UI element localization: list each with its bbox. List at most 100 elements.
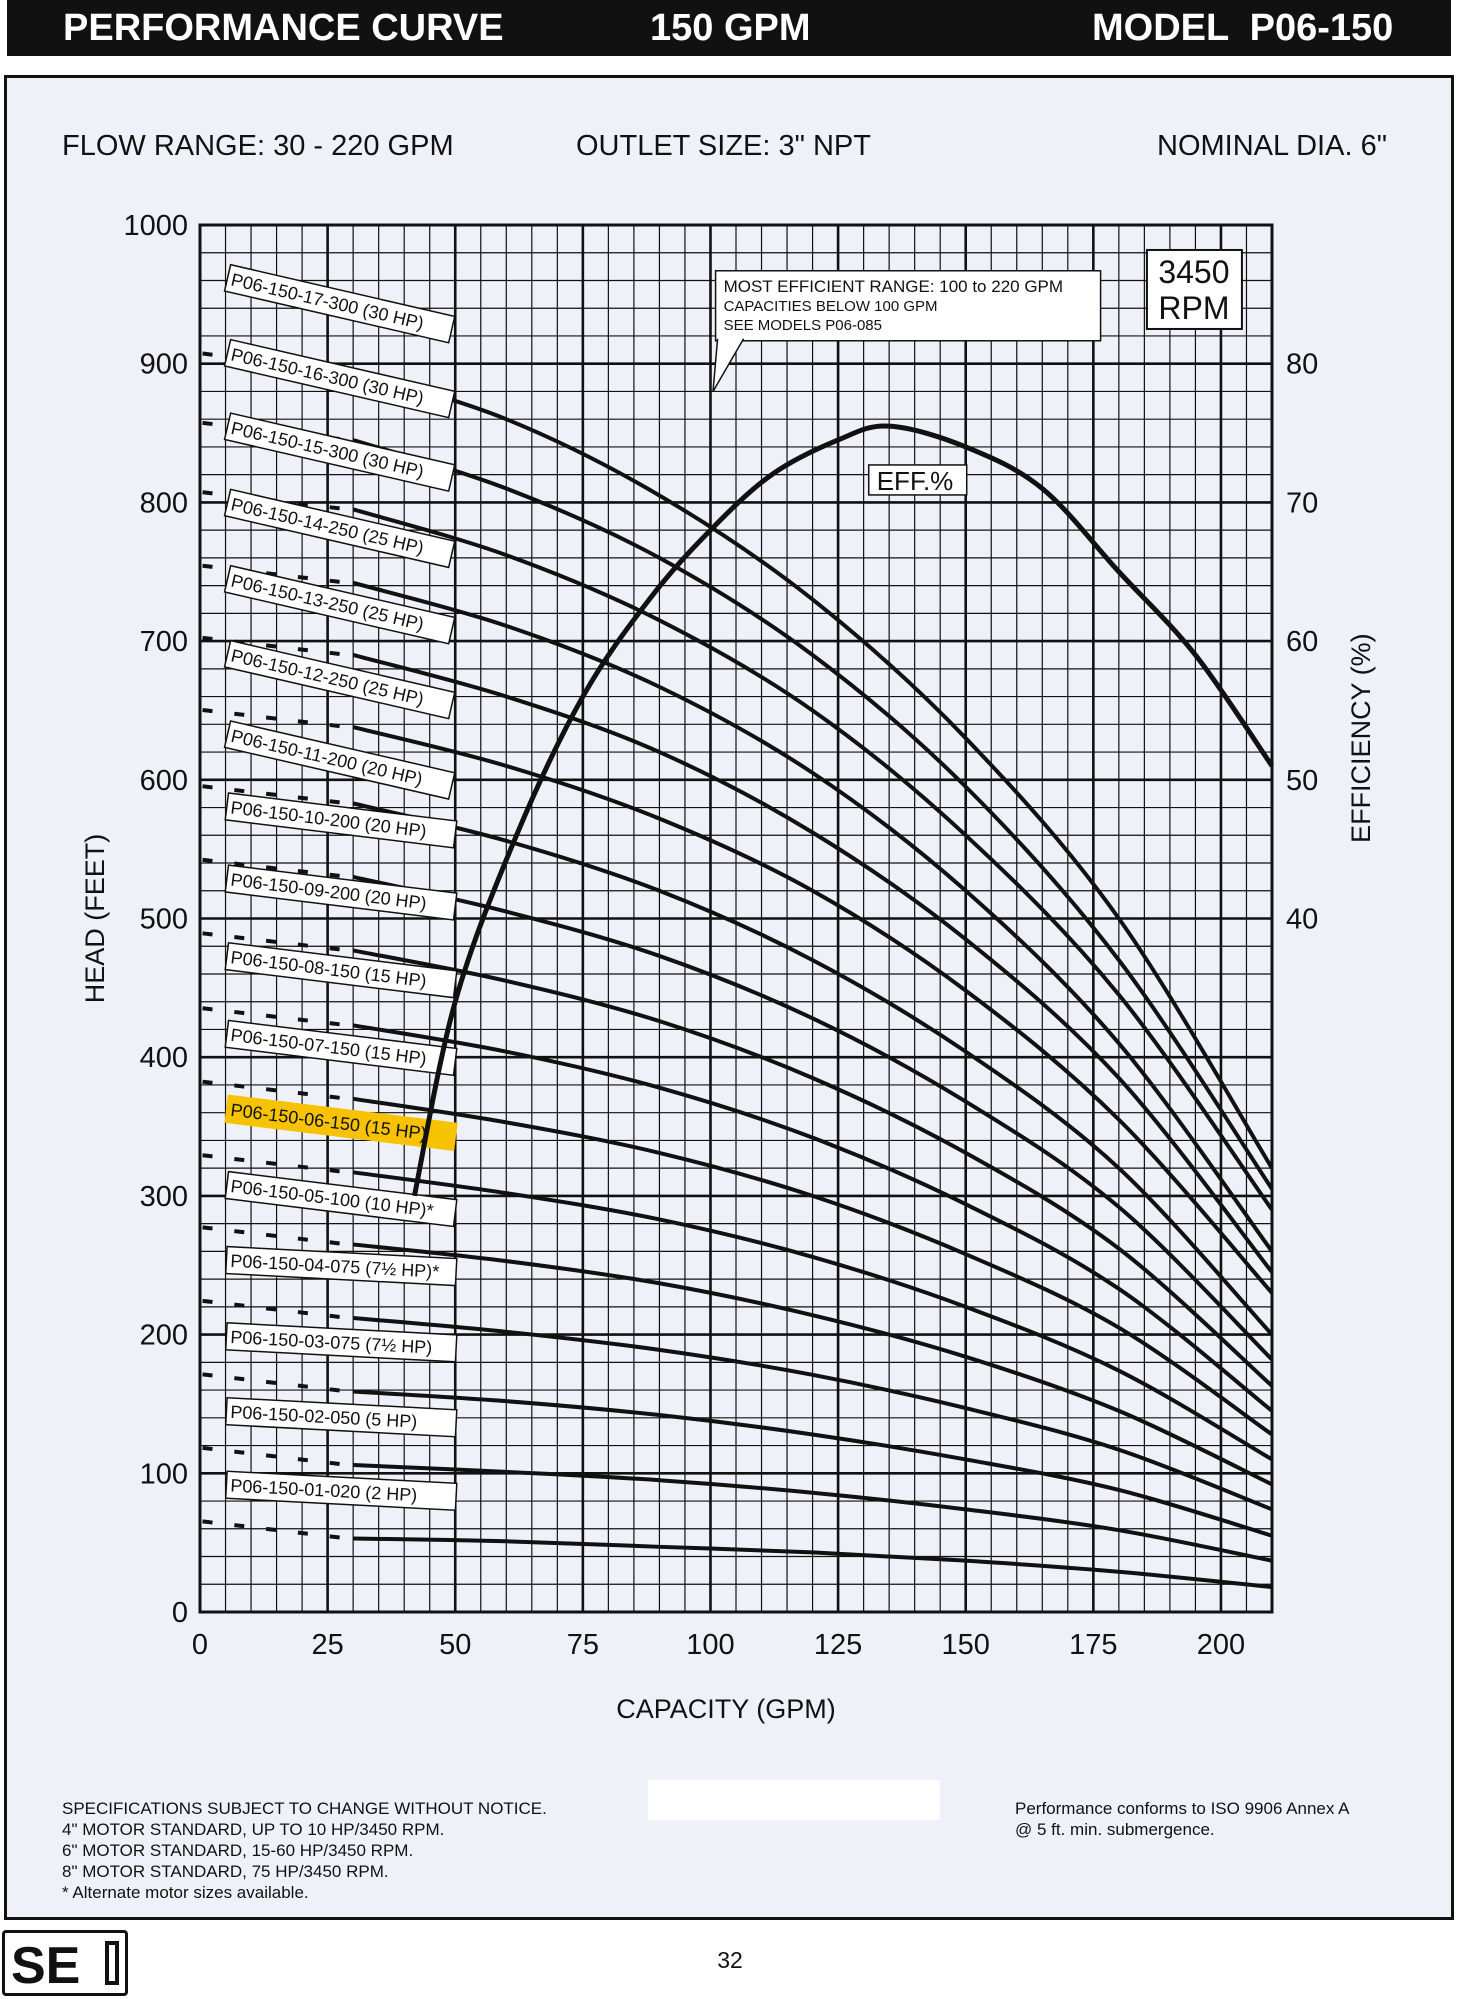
pump-curve-lead-in bbox=[202, 857, 349, 879]
pump-curve bbox=[352, 653, 1274, 1274]
pump-curve bbox=[352, 580, 1274, 1253]
pump-curve-lead-in bbox=[202, 1372, 349, 1394]
pump-curve-lead-in bbox=[202, 1445, 349, 1467]
curve-label-tag: P06-150-03-075 (7½ HP) bbox=[224, 1322, 458, 1363]
pump-curve bbox=[352, 507, 1274, 1211]
efficiency-note-line: SEE MODELS P06-085 bbox=[724, 317, 882, 334]
flow-rating: 150 GPM bbox=[650, 7, 811, 49]
efficiency-curve bbox=[411, 423, 1275, 1197]
y-tick-label: 100 bbox=[140, 1458, 188, 1490]
pump-curve-lead-in bbox=[202, 635, 349, 657]
pump-curve bbox=[352, 1315, 1273, 1512]
y-tick-label: 500 bbox=[140, 904, 188, 936]
curve-label-box bbox=[224, 1019, 458, 1077]
x-axis-title: CAPACITY (GPM) bbox=[616, 1694, 836, 1724]
outlet-size: OUTLET SIZE: 3" NPT bbox=[576, 130, 871, 162]
blank-box bbox=[648, 1780, 940, 1820]
y-tick-label: 1000 bbox=[123, 210, 188, 242]
sei-logo-mark: SE bbox=[11, 1937, 119, 1995]
pump-curve-lead-in bbox=[202, 1298, 349, 1320]
curve-label-box bbox=[223, 639, 456, 720]
curve-label-box bbox=[224, 864, 458, 921]
curve-label-box bbox=[224, 1094, 458, 1152]
flow-range: FLOW RANGE: 30 - 220 GPM bbox=[62, 130, 454, 162]
model-number: MODEL P06-150 bbox=[1092, 7, 1394, 49]
x-tick-label: 0 bbox=[192, 1629, 208, 1661]
y2-tick-label: 60 bbox=[1286, 626, 1318, 658]
curve-label-box bbox=[224, 1245, 458, 1287]
pump-curve-lead-in bbox=[202, 784, 349, 806]
logo-text: SE bbox=[11, 1937, 80, 1993]
x-tick-label: 50 bbox=[439, 1629, 471, 1661]
x-tick-label: 150 bbox=[942, 1629, 990, 1661]
speed-box-line: RPM bbox=[1158, 290, 1229, 326]
y2-axis-title: EFFICIENCY (%) bbox=[1346, 633, 1376, 843]
curve-label-box bbox=[223, 488, 456, 569]
pump-curve bbox=[352, 438, 1274, 1191]
pump-curve bbox=[352, 948, 1274, 1388]
y2-tick-label: 70 bbox=[1286, 487, 1318, 519]
curve-label-box bbox=[224, 792, 458, 849]
curve-label-tag: P06-150-02-050 (5 HP) bbox=[224, 1396, 458, 1438]
spec-notes: SPECIFICATIONS SUBJECT TO CHANGE WITHOUT… bbox=[62, 1798, 547, 1903]
curve-label-box bbox=[223, 338, 456, 419]
pump-curve bbox=[352, 874, 1274, 1361]
pump-curve bbox=[353, 1536, 1273, 1590]
x-tick-label: 125 bbox=[814, 1629, 862, 1661]
pump-curve bbox=[352, 1170, 1274, 1462]
logo-bar-inner bbox=[109, 1945, 115, 1981]
page-number: 32 bbox=[717, 1947, 743, 1973]
y-tick-label: 200 bbox=[140, 1320, 188, 1352]
spec-line: 6" MOTOR STANDARD, 15-60 HP/3450 RPM. bbox=[62, 1841, 414, 1860]
y-tick-label: 0 bbox=[172, 1597, 188, 1629]
x-tick-label: 175 bbox=[1069, 1629, 1117, 1661]
pump-curve-lead-in bbox=[202, 931, 349, 953]
x-tick-label: 75 bbox=[567, 1629, 599, 1661]
curve-label-box bbox=[224, 1396, 458, 1438]
curve-label-box bbox=[224, 1170, 458, 1228]
iso-line: @ 5 ft. min. submergence. bbox=[1015, 1820, 1215, 1839]
pump-curve bbox=[352, 801, 1274, 1336]
spec-line: * Alternate motor sizes available. bbox=[62, 1883, 309, 1902]
efficiency-note-box bbox=[714, 270, 1102, 342]
pump-curve-lead-in bbox=[202, 1225, 349, 1247]
spec-line: SPECIFICATIONS SUBJECT TO CHANGE WITHOUT… bbox=[62, 1799, 547, 1818]
curve-label-box bbox=[223, 263, 456, 344]
pump-curve-lead-in bbox=[202, 1006, 349, 1028]
speed-box-line: 3450 bbox=[1158, 254, 1229, 290]
pump-curve bbox=[352, 1096, 1274, 1437]
y-tick-label: 900 bbox=[140, 349, 188, 381]
spec-line: 8" MOTOR STANDARD, 75 HP/3450 RPM. bbox=[62, 1862, 389, 1881]
pump-curve-lead-in bbox=[202, 1079, 349, 1101]
efficiency-label-box bbox=[867, 464, 968, 496]
curve-label-box bbox=[223, 412, 456, 493]
iso-notes: Performance conforms to ISO 9906 Annex A… bbox=[1015, 1798, 1350, 1840]
pump-curve-lead-in bbox=[202, 563, 349, 585]
pump-curve bbox=[352, 1023, 1274, 1413]
x-tick-label: 200 bbox=[1197, 1629, 1245, 1661]
curve-label-box bbox=[223, 720, 456, 800]
y2-tick-label: 80 bbox=[1286, 349, 1318, 381]
pump-curve bbox=[353, 1462, 1273, 1563]
efficiency-label: EFF.% bbox=[877, 466, 954, 496]
y2-tick-label: 40 bbox=[1286, 904, 1318, 936]
x-tick-label: 25 bbox=[311, 1629, 343, 1661]
curve-label-box bbox=[224, 941, 458, 999]
pump-curve-lead-in bbox=[202, 708, 349, 730]
efficiency-note-pointer bbox=[712, 338, 745, 392]
page-title: PERFORMANCE CURVE bbox=[63, 7, 504, 49]
curve-label-box bbox=[223, 564, 456, 645]
iso-line: Performance conforms to ISO 9906 Annex A bbox=[1015, 1799, 1350, 1818]
sei-logo: SE bbox=[2, 1930, 128, 1996]
curve-label-box bbox=[224, 1322, 458, 1363]
x-tick-label: 100 bbox=[686, 1629, 734, 1661]
pump-curve bbox=[352, 368, 1274, 1170]
pump-curve bbox=[353, 1389, 1273, 1538]
y-tick-label: 300 bbox=[140, 1181, 188, 1213]
speed-box bbox=[1145, 248, 1243, 330]
spec-line: 4" MOTOR STANDARD, UP TO 10 HP/3450 RPM. bbox=[62, 1820, 445, 1839]
y-axis-title: HEAD (FEET) bbox=[80, 834, 110, 1004]
efficiency-note-line: CAPACITIES BELOW 100 GPM bbox=[724, 298, 938, 315]
y-tick-label: 400 bbox=[140, 1042, 188, 1074]
y-tick-label: 600 bbox=[140, 765, 188, 797]
